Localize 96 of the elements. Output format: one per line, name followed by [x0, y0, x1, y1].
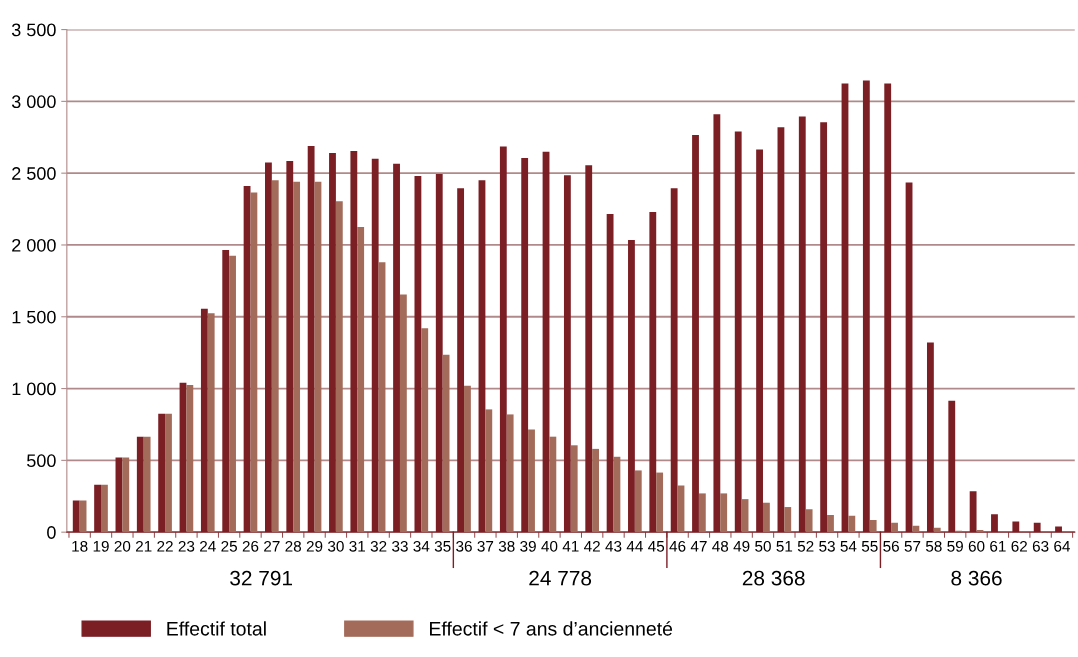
bar	[464, 385, 471, 533]
bar	[528, 429, 535, 533]
x-tick-label: 40	[541, 540, 558, 552]
text: 28 368	[742, 570, 805, 586]
legend-label: Effectif < 7 ans d’ancienneté	[430, 621, 673, 636]
x-tick-label: 31	[349, 540, 366, 552]
y-tick-label: 2 500	[12, 167, 56, 180]
bar	[143, 436, 151, 533]
legend-label: Effectif total	[167, 621, 266, 636]
bar	[122, 457, 130, 533]
x-tick-label: 59	[947, 540, 963, 552]
bar	[805, 509, 813, 533]
x-tick-label: 49	[733, 540, 750, 552]
x-tick-label: 33	[392, 540, 408, 552]
x-tick-label: 41	[562, 541, 579, 552]
bar	[933, 527, 941, 533]
x-tick-label: 44	[626, 541, 643, 552]
x-tick-label: 35	[434, 540, 451, 552]
y-tick-label: 1 000	[12, 382, 56, 396]
bar	[827, 514, 834, 533]
x-tick-label: 60	[968, 540, 985, 552]
x-tick-label: 56	[883, 540, 899, 552]
bar	[570, 445, 578, 533]
x-tick-label: 34	[413, 540, 430, 552]
x-tick-label: 37	[477, 540, 494, 552]
bar	[549, 436, 557, 533]
bar	[186, 384, 194, 533]
text: 8 366	[951, 570, 1002, 586]
x-tick-label: 26	[242, 540, 259, 552]
bar	[335, 201, 343, 533]
bar	[634, 470, 642, 533]
x-tick-label: 27	[264, 540, 280, 552]
x-tick-label: 48	[712, 540, 729, 552]
x-tick-label: 51	[776, 541, 793, 552]
x-tick-label: 61	[990, 540, 1006, 552]
x-tick-label: 18	[72, 540, 88, 552]
y-tick-label: 3 000	[11, 95, 56, 109]
y-tick-label: 500	[27, 454, 56, 468]
x-tick-label: 52	[797, 540, 814, 552]
bar	[207, 313, 215, 533]
bar	[891, 522, 898, 533]
bar	[720, 493, 728, 533]
bar	[762, 502, 770, 533]
text: 32 791	[230, 570, 293, 586]
bar	[656, 472, 664, 533]
x-tick-label: 32	[370, 540, 387, 552]
bar	[421, 328, 429, 533]
y-tick-label: 1 500	[12, 310, 56, 324]
bar	[848, 515, 856, 533]
x-tick-label: 39	[520, 540, 536, 552]
x-tick-label: 43	[605, 540, 622, 552]
bar	[506, 414, 514, 533]
x-tick-label: 19	[93, 540, 109, 552]
bar	[485, 409, 493, 533]
bar	[357, 227, 365, 533]
bar	[101, 484, 108, 533]
x-tick-label: 64	[1054, 540, 1070, 552]
x-tick-label: 45	[648, 541, 665, 552]
x-tick-label: 22	[157, 540, 173, 552]
x-tick-label: 46	[669, 540, 686, 552]
x-tick-label: 54	[840, 541, 857, 552]
y-tick-label: 0	[47, 526, 56, 539]
bar	[869, 519, 877, 533]
bar	[165, 413, 172, 533]
y-tick-label: 3 500	[11, 23, 56, 37]
bar	[912, 525, 920, 533]
x-tick-label: 53	[819, 540, 835, 552]
bar	[698, 493, 706, 533]
bar	[592, 448, 599, 533]
x-tick-label: 38	[498, 540, 515, 552]
x-tick-label: 62	[1011, 540, 1027, 552]
x-tick-label: 63	[1032, 540, 1049, 552]
bar	[271, 180, 279, 533]
x-tick-label: 23	[178, 540, 195, 552]
x-tick-label: 21	[135, 540, 152, 552]
x-tick-label: 28	[285, 540, 302, 552]
x-tick-label: 55	[861, 541, 878, 552]
x-tick-label: 57	[904, 541, 921, 552]
bar	[784, 507, 792, 533]
x-tick-label: 42	[584, 540, 600, 552]
x-tick-label: 20	[114, 540, 131, 552]
x-tick-label: 29	[306, 540, 323, 552]
y-tick-label: 2 000	[12, 238, 56, 252]
text: 24 778	[529, 570, 592, 586]
x-tick-label: 24	[200, 540, 216, 552]
bar	[250, 192, 258, 533]
x-tick-label: 30	[327, 540, 344, 552]
x-tick-label: 47	[690, 541, 707, 552]
bar	[229, 255, 236, 533]
x-tick-label: 36	[456, 540, 472, 552]
bar	[442, 354, 450, 533]
bar	[293, 181, 301, 533]
x-tick-label: 25	[221, 540, 237, 552]
x-tick-label: 58	[925, 540, 942, 552]
bar	[399, 294, 407, 533]
x-tick-label: 50	[755, 540, 771, 552]
